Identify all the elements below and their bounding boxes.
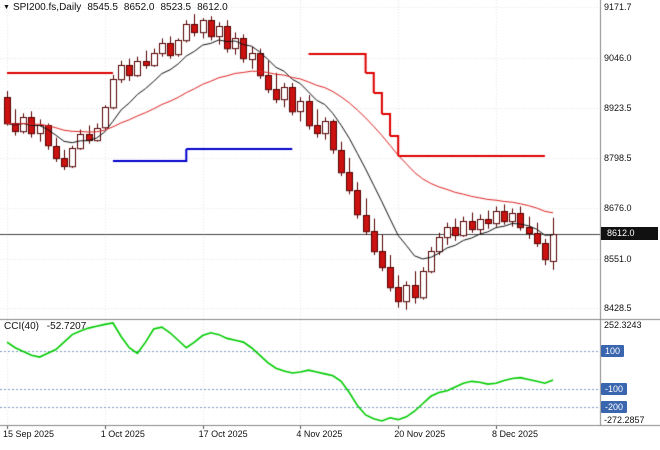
price-axis-label: 8676.0 — [604, 203, 632, 214]
price-axis-label: 9171.7 — [604, 2, 632, 13]
price-axis-label: 8798.5 — [604, 153, 632, 164]
price-axis-label: 8923.5 — [604, 102, 632, 113]
ohlc-close-value: 8612.0 — [197, 2, 228, 13]
date-axis-label: 20 Nov 2025 — [394, 429, 446, 439]
indicator-title: CCI(40) -52.7207 — [4, 321, 91, 332]
chart-title: ▼ SPI200.fs,Daily 8545.5 8652.0 8523.5 8… — [3, 2, 234, 13]
cci-min-label: -272.2857 — [604, 415, 645, 425]
cci-max-label: 252.3243 — [604, 320, 642, 330]
date-axis[interactable]: 15 Sep 2025 1 Oct 2025 17 Oct 2025 4 Nov 20… — [0, 426, 660, 446]
ohlc-high-value: 8652.0 — [123, 2, 155, 13]
current-price-value: 8612.0 — [607, 227, 635, 238]
date-axis-label: 1 Oct 2025 — [100, 429, 145, 439]
indicator-value-label: -52.7207 — [46, 321, 87, 332]
ohlc-open-value: 8545.5 — [87, 2, 118, 13]
indicator-name-label: CCI(40) — [4, 321, 40, 332]
price-axis-label: 8551.0 — [604, 253, 632, 264]
date-axis-label: 15 Sep 2025 — [3, 429, 55, 439]
price-axis-label: 9046.0 — [604, 53, 632, 64]
symbol-timeframe-label: SPI200.fs,Daily — [12, 2, 82, 13]
date-axis-label: 17 Oct 2025 — [198, 429, 248, 439]
price-axis-label: 8428.5 — [604, 303, 632, 314]
price-axis[interactable]: 9171.7 9046.0 8923.5 8798.5 8676.0 8551.0 8428… — [600, 0, 660, 426]
date-axis-label: 4 Nov 2025 — [296, 429, 343, 439]
cci-level-badge: -200 — [601, 401, 628, 414]
ohlc-low-value: 8523.5 — [160, 2, 192, 13]
date-axis-label: 8 Dec 2025 — [492, 429, 539, 439]
cci-level-badge: 100 — [601, 345, 625, 358]
current-price-badge: 8612.0 — [601, 226, 658, 240]
symbol-dropdown-icon[interactable]: ▼ — [3, 4, 10, 11]
cci-level-badge: -100 — [601, 382, 628, 395]
